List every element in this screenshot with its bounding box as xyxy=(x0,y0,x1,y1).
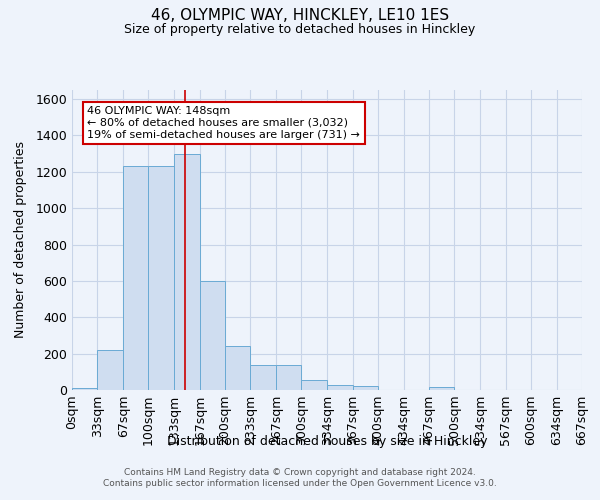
Bar xyxy=(173,154,200,390)
Bar xyxy=(276,364,301,390)
Text: 46 OLYMPIC WAY: 148sqm
← 80% of detached houses are smaller (3,032)
19% of semi-: 46 OLYMPIC WAY: 148sqm ← 80% of detached… xyxy=(87,106,360,140)
Text: 46, OLYMPIC WAY, HINCKLEY, LE10 1ES: 46, OLYMPIC WAY, HINCKLEY, LE10 1ES xyxy=(151,8,449,22)
Bar xyxy=(123,166,148,390)
Bar xyxy=(301,380,328,390)
Text: Distribution of detached houses by size in Hinckley: Distribution of detached houses by size … xyxy=(167,435,487,448)
Bar xyxy=(72,388,97,390)
Bar xyxy=(250,364,276,390)
Bar xyxy=(148,166,173,390)
Text: Contains HM Land Registry data © Crown copyright and database right 2024.
Contai: Contains HM Land Registry data © Crown c… xyxy=(103,468,497,487)
Bar xyxy=(200,281,225,390)
Bar xyxy=(353,386,378,390)
Bar xyxy=(328,386,353,390)
Bar xyxy=(97,350,123,390)
Bar xyxy=(225,346,250,390)
Text: Size of property relative to detached houses in Hinckley: Size of property relative to detached ho… xyxy=(124,22,476,36)
Y-axis label: Number of detached properties: Number of detached properties xyxy=(14,142,27,338)
Bar xyxy=(429,388,454,390)
